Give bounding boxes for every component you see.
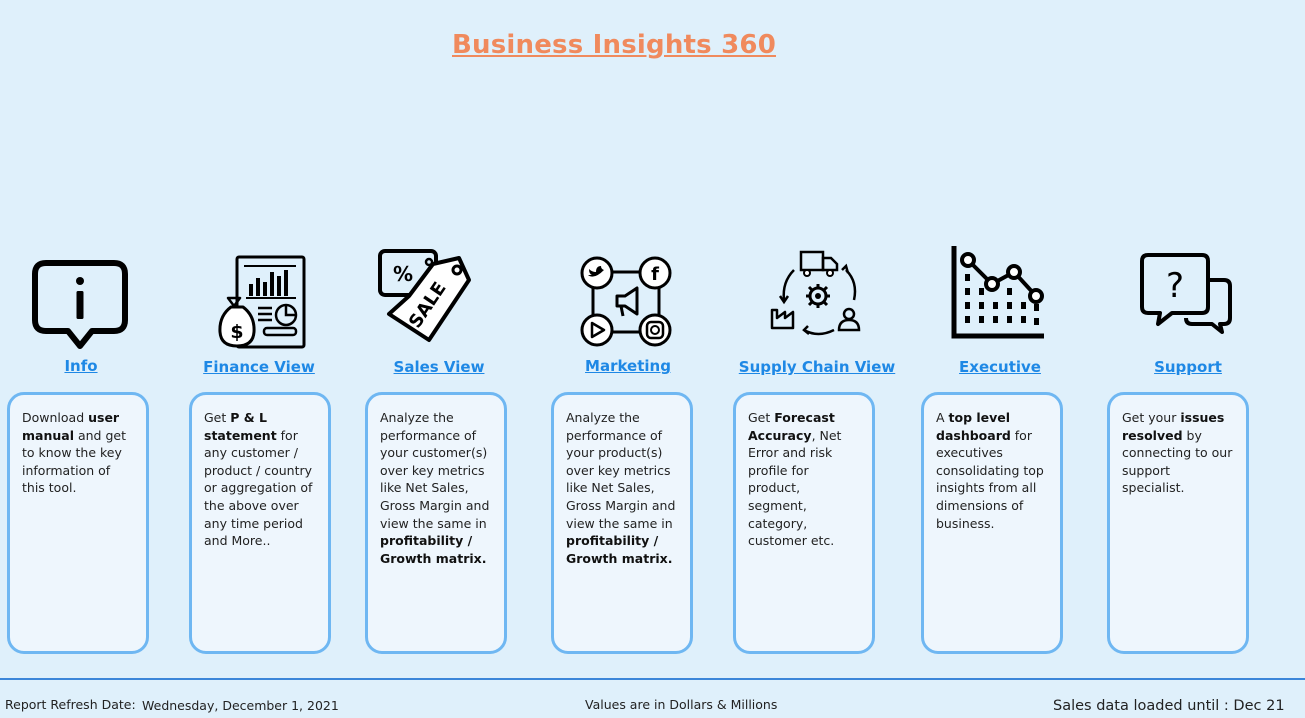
supply-chain-description-card: Get Forecast Accuracy, Net Error and ris… [733,392,875,654]
card-text: Get [204,410,231,425]
card-text: and get to know the key information of t… [22,427,126,496]
refresh-date-value: Wednesday, December 1, 2021 [142,698,339,713]
card-text: Get your [1122,410,1181,425]
card-text-bold: profitability / Growth matrix. [380,533,487,566]
card-text: by connecting to our support specialist. [1122,427,1233,496]
nav-link-finance-view[interactable]: Finance View [203,358,315,376]
card-text-bold: Forecast Accuracy [748,410,835,443]
finance-report-moneybag-icon[interactable]: $ [216,254,308,350]
info-description-card: Download user manual and get to know the… [7,392,149,654]
card-text: Download [22,410,89,425]
sales-loaded-until: Sales data loaded until : Dec 21 [1053,698,1285,714]
nav-link-executive[interactable]: Executive [959,358,1041,376]
svg-text:%: % [393,262,413,286]
nav-link-supply-chain-view[interactable]: Supply Chain View [738,358,896,376]
card-text: , Net Error and risk profile for product… [748,427,842,549]
footer-divider [0,678,1305,680]
card-text: for any customer / product / country or … [204,427,313,549]
svg-text:?: ? [1166,266,1184,306]
page-title[interactable]: Business Insights 360 [452,30,776,60]
executive-description-card: A top level dashboard for executives con… [921,392,1063,654]
sale-tag-icon[interactable]: % SALE [377,248,475,344]
card-text: Analyze the performance of your product(… [566,410,676,531]
card-text: Get [748,410,775,425]
finance-description-card: Get P & L statement for any customer / p… [189,392,331,654]
svg-text:f: f [651,264,659,285]
card-text-bold: user manual [22,410,120,443]
card-text-bold: profitability / Growth matrix. [566,533,673,566]
supply-chain-cycle-icon[interactable] [768,248,868,340]
refresh-date-label: Report Refresh Date: [5,697,136,712]
card-text-bold: issues resolved [1122,410,1225,443]
svg-text:$: $ [230,321,243,343]
nav-link-support[interactable]: Support [1154,358,1222,376]
marketing-description-card: Analyze the performance of your product(… [551,392,693,654]
info-speech-bubble-icon[interactable] [30,258,130,352]
card-text: for executives consolidating top insight… [936,427,1044,531]
values-unit-note: Values are in Dollars & Millions [585,697,778,712]
card-text-bold: top level dashboard [936,410,1011,443]
card-text-bold: P & L statement [204,410,277,443]
support-description-card: Get your issues resolved by connecting t… [1107,392,1249,654]
support-question-chat-icon[interactable]: ? [1140,252,1234,336]
card-text: A [936,410,949,425]
nav-link-sales-view[interactable]: Sales View [393,358,485,376]
executive-line-chart-icon[interactable] [948,244,1046,340]
card-text: Analyze the performance of your customer… [380,410,490,531]
social-media-marketing-icon[interactable]: f [579,256,675,348]
nav-link-info[interactable]: Info [64,357,98,375]
sales-description-card: Analyze the performance of your customer… [365,392,507,654]
nav-link-marketing[interactable]: Marketing [585,357,671,375]
